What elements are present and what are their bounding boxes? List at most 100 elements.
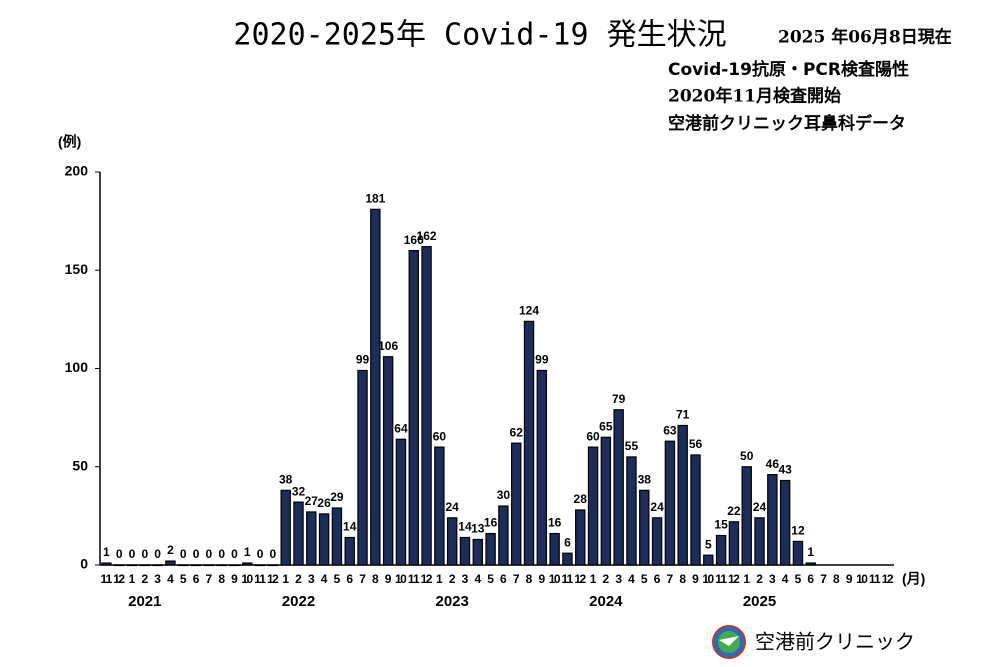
value-label: 2 <box>167 543 174 557</box>
x-tick-label: 12 <box>882 572 894 586</box>
bar <box>459 536 471 566</box>
value-label: 50 <box>740 449 754 463</box>
value-label: 14 <box>343 520 357 534</box>
bar <box>446 517 458 566</box>
value-label: 38 <box>279 473 293 487</box>
bar <box>536 369 548 566</box>
value-label: 71 <box>676 408 690 422</box>
x-tick-label: 6 <box>193 572 200 586</box>
bar <box>562 552 573 566</box>
value-label: 0 <box>193 547 200 561</box>
note: 空港前クリニック耳鼻科データ <box>668 113 906 134</box>
x-tick-label: 1 <box>590 572 597 586</box>
year-label: 2022 <box>282 593 315 610</box>
value-label: 60 <box>433 429 447 443</box>
value-label: 5 <box>705 537 712 551</box>
bar <box>382 356 394 566</box>
x-tick-label: 5 <box>180 572 187 586</box>
value-label: 65 <box>599 419 613 433</box>
logo <box>712 625 746 659</box>
footer: 空港前クリニック <box>755 630 915 654</box>
value-label: 0 <box>154 547 161 561</box>
bar <box>510 442 522 566</box>
x-tick-label: 4 <box>167 572 174 586</box>
x-tick-label: 4 <box>628 572 635 586</box>
value-label: 0 <box>257 547 264 561</box>
x-tick-label: 8 <box>526 572 533 586</box>
x-tick-label: 6 <box>654 572 661 586</box>
value-label: 64 <box>394 421 408 435</box>
x-tick-label: 2 <box>449 572 456 586</box>
x-tick-label: 10 <box>702 572 714 586</box>
value-label: 28 <box>574 492 588 506</box>
value-label: 16 <box>484 516 498 530</box>
x-tick-label: 5 <box>795 572 802 586</box>
x-tick-label: 11 <box>562 572 574 586</box>
value-label: 30 <box>497 488 511 502</box>
bar <box>523 320 535 566</box>
value-label: 181 <box>365 192 385 206</box>
x-tick-label: 7 <box>513 572 520 586</box>
x-tick-label: 6 <box>807 572 814 586</box>
x-tick-label: 8 <box>679 572 686 586</box>
value-label: 16 <box>548 516 562 530</box>
x-tick-label: 3 <box>615 572 622 586</box>
x-tick-label: 9 <box>385 572 392 586</box>
bar <box>754 517 765 566</box>
x-tick-label: 7 <box>206 572 213 586</box>
x-tick-label: 3 <box>769 572 776 586</box>
bar <box>472 538 484 566</box>
x-tick-label: 7 <box>667 572 674 586</box>
x-tick-label: 10 <box>241 572 253 586</box>
x-tick-label: 4 <box>782 572 789 586</box>
bar <box>216 564 227 567</box>
bar <box>715 534 727 566</box>
bar <box>293 501 304 566</box>
year-label: 2021 <box>128 593 161 610</box>
x-tick-label: 3 <box>154 572 161 586</box>
bar <box>498 505 509 566</box>
bar <box>331 507 343 566</box>
bar <box>267 564 279 567</box>
value-label: 24 <box>445 500 459 514</box>
x-tick-label: 4 <box>474 572 481 586</box>
bar <box>357 369 368 566</box>
value-label: 0 <box>180 547 187 561</box>
year-label: 2025 <box>743 593 776 610</box>
value-label: 22 <box>727 504 741 518</box>
bar <box>242 562 253 566</box>
value-label: 60 <box>586 429 600 443</box>
value-label: 6 <box>564 535 571 549</box>
x-tick-label: 5 <box>487 572 494 586</box>
bar <box>805 562 816 566</box>
value-label: 0 <box>129 547 136 561</box>
y-axis-label: (例) <box>58 134 81 150</box>
year-label: 2024 <box>589 593 623 610</box>
value-label: 99 <box>356 353 370 367</box>
x-tick-label: 9 <box>231 572 238 586</box>
value-label: 106 <box>378 339 398 353</box>
value-label: 24 <box>650 500 664 514</box>
x-tick-label: 1 <box>129 572 136 586</box>
note: 2020年11月検査開始 <box>668 86 841 107</box>
x-tick-label: 12 <box>267 572 279 586</box>
value-label: 1 <box>103 545 110 559</box>
x-tick-label: 10 <box>395 572 407 586</box>
bar <box>792 540 804 566</box>
bar <box>600 436 612 566</box>
x-tick-label: 3 <box>308 572 315 586</box>
x-tick-label: 11 <box>101 572 113 586</box>
x-tick-label: 2 <box>295 572 302 586</box>
bar <box>113 564 125 567</box>
x-tick-label: 11 <box>408 572 420 586</box>
value-label: 124 <box>519 304 539 318</box>
bar <box>126 564 138 567</box>
value-label: 24 <box>753 500 767 514</box>
bar <box>767 474 778 566</box>
x-tick-label: 9 <box>692 572 699 586</box>
x-axis-label: (月) <box>902 571 925 587</box>
value-label: 1 <box>244 545 251 559</box>
bar <box>728 521 740 566</box>
value-label: 0 <box>141 547 148 561</box>
